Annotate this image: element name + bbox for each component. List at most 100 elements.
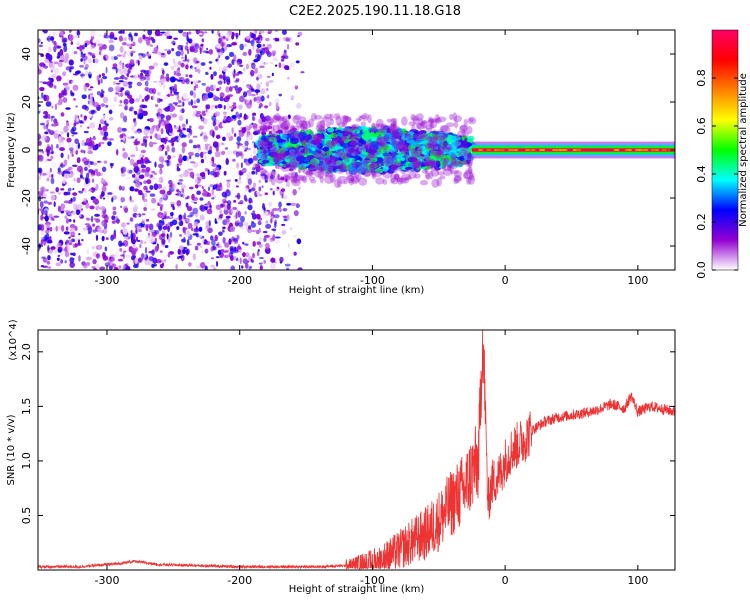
heatmap-cell xyxy=(221,191,227,198)
heatmap-cell xyxy=(286,110,293,114)
heatmap-cell xyxy=(97,79,101,85)
heatmap-cell xyxy=(85,63,89,69)
heatmap-cell xyxy=(54,248,58,255)
heatmap-cell xyxy=(153,183,159,191)
heatmap-cell xyxy=(137,170,142,174)
heatmap-cell xyxy=(192,107,196,114)
heatmap-cell xyxy=(209,170,215,176)
heatmap-cell xyxy=(126,72,130,78)
heatmap-cell xyxy=(273,147,281,153)
heatmap-cell xyxy=(273,214,280,219)
heatmap-cell xyxy=(263,46,269,54)
heatmap-cell xyxy=(439,137,447,145)
heatmap-cell xyxy=(71,164,78,167)
colorbar-tick-label: 0.2 xyxy=(695,213,708,231)
heatmap-cell xyxy=(145,235,152,242)
heatmap-cell xyxy=(156,184,163,189)
heatmap-cell xyxy=(181,56,184,60)
heatmap-cell xyxy=(138,37,143,44)
heatmap-cell xyxy=(439,149,444,156)
heatmap-cell xyxy=(180,49,184,57)
heatmap-cell xyxy=(144,86,149,92)
heatmap-cell xyxy=(180,86,186,92)
heatmap-cell xyxy=(182,171,189,178)
heatmap-cell xyxy=(98,50,102,56)
heatmap-cell xyxy=(174,217,180,221)
heatmap-cell xyxy=(42,265,48,268)
heatmap-cell xyxy=(118,80,124,83)
heatmap-cell xyxy=(124,77,128,80)
heatmap-cell xyxy=(215,119,221,125)
heatmap-cell xyxy=(113,252,119,259)
heatmap-cell xyxy=(195,265,202,269)
heatmap-cell xyxy=(47,201,53,205)
heatmap-cell xyxy=(226,132,232,138)
heatmap-cell xyxy=(199,214,205,221)
line-y-tick-label: 0.5 xyxy=(20,507,33,525)
heatmap-cell xyxy=(256,191,261,196)
heatmap-cell xyxy=(349,126,359,131)
heatmap-cell xyxy=(158,176,164,184)
heatmap-cell xyxy=(422,132,428,137)
heatmap-cell xyxy=(182,59,188,62)
heatmap-cell xyxy=(233,68,236,75)
heatmap-cell xyxy=(103,131,109,138)
heatmap-cell xyxy=(137,257,142,263)
heatmap-cell xyxy=(237,86,243,92)
heatmap-cell xyxy=(216,48,222,53)
heatmap-cell xyxy=(235,220,240,223)
heatmap-cell xyxy=(38,231,44,235)
heatmap-cell xyxy=(186,41,189,45)
heatmap-cell xyxy=(274,219,278,225)
heatmap-cell xyxy=(80,58,83,62)
heatmap-cell xyxy=(121,127,127,132)
heatmap-cell xyxy=(344,116,352,122)
heatmap-cell xyxy=(101,220,106,227)
heatmap-cell xyxy=(140,253,145,259)
heatmap-cell xyxy=(73,203,79,211)
heatmap-cell xyxy=(173,70,177,76)
heatmap-cell xyxy=(60,203,66,210)
heatmap-cell xyxy=(107,86,114,93)
heatmap-cell xyxy=(244,262,249,269)
heatmap-cell xyxy=(161,262,165,267)
heatmap-cell xyxy=(207,150,213,155)
heatmap-cell xyxy=(175,264,178,270)
heatmap-cell xyxy=(210,73,214,80)
heatmap-cell xyxy=(230,247,234,255)
heatmap-cell xyxy=(119,45,124,53)
heatmap-cell xyxy=(182,101,185,107)
heatmap-cell xyxy=(156,115,161,120)
heatmap-cell xyxy=(73,122,77,127)
heatmap-cell xyxy=(176,167,181,172)
heatmap-cell xyxy=(149,44,154,47)
heatmap-cell xyxy=(263,237,267,242)
heatmap-cell xyxy=(254,30,258,35)
heatmap-cell xyxy=(198,226,203,232)
heatmap-cell xyxy=(49,61,53,64)
heatmap-cell xyxy=(162,225,168,230)
heatmap-cell xyxy=(91,178,95,183)
heatmap-cell xyxy=(40,207,44,214)
heatmap-cell xyxy=(236,136,242,142)
heatmap-cell xyxy=(281,55,286,59)
heatmap-cell xyxy=(260,82,263,85)
heatmap-cell xyxy=(293,251,297,256)
heatmap-cell xyxy=(146,76,151,81)
heatmap-cell xyxy=(139,74,146,82)
heatmap-cell xyxy=(114,85,121,92)
heatmap-cell xyxy=(192,135,198,138)
heatmap-cell xyxy=(123,236,128,240)
heatmap-cell xyxy=(414,133,424,139)
heatmap-cell xyxy=(257,248,260,252)
heatmap-cell xyxy=(211,188,215,196)
heatmap-cell xyxy=(64,260,67,264)
heatmap-cell xyxy=(42,153,45,157)
heatmap-cell xyxy=(259,30,265,34)
heatmap-cell xyxy=(230,109,234,112)
heatmap-cell xyxy=(179,220,184,226)
heatmap-cell xyxy=(204,145,208,151)
heatmap-cell xyxy=(61,34,64,42)
heatmap-cell xyxy=(108,265,113,270)
heatmap-cell xyxy=(158,234,162,240)
